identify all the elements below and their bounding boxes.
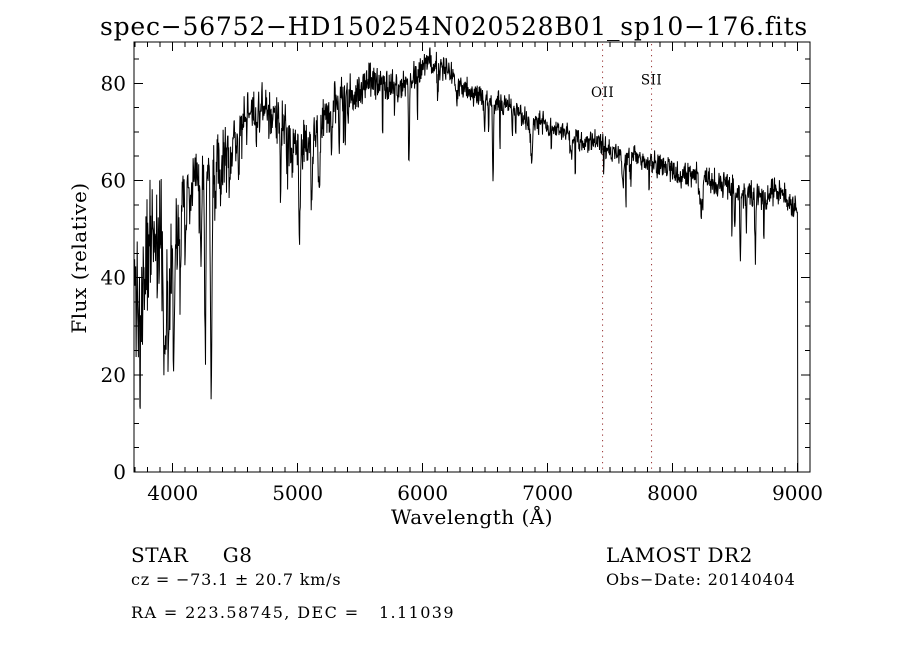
reference-line-label-sii: SII [641, 72, 662, 88]
y-tick-label: 60 [101, 168, 126, 192]
y-tick-label: 40 [101, 266, 126, 290]
y-tick-label: 80 [101, 71, 126, 95]
survey-name-text: LAMOST DR2 [606, 543, 753, 567]
y-axis-label: Flux (relative) [67, 182, 91, 334]
x-tick-label: 5000 [272, 481, 323, 505]
x-tick-label: 6000 [397, 481, 448, 505]
y-tick-label: 20 [101, 363, 126, 387]
object-class-text: STAR G8 [131, 543, 253, 567]
obs-date-text: Obs−Date: 20140404 [606, 570, 796, 589]
spectrum-line [133, 47, 799, 473]
axes-box [133, 41, 811, 473]
x-tick-label: 9000 [772, 481, 823, 505]
x-axis-label: Wavelength (Å) [390, 505, 554, 529]
x-tick-label: 7000 [522, 481, 573, 505]
coordinates-text: RA = 223.58745, DEC = 1.11039 [131, 603, 455, 622]
reference-line-label-oii: OII [591, 85, 614, 101]
axis-ticks [134, 42, 810, 473]
x-tick-label: 8000 [647, 481, 698, 505]
x-tick-label: 4000 [147, 481, 198, 505]
y-tick-label: 0 [113, 460, 126, 484]
radial-velocity-text: cz = −73.1 ± 20.7 km/s [131, 570, 342, 589]
plot-title: spec−56752−HD150254N020528B01_sp10−176.f… [99, 12, 809, 41]
